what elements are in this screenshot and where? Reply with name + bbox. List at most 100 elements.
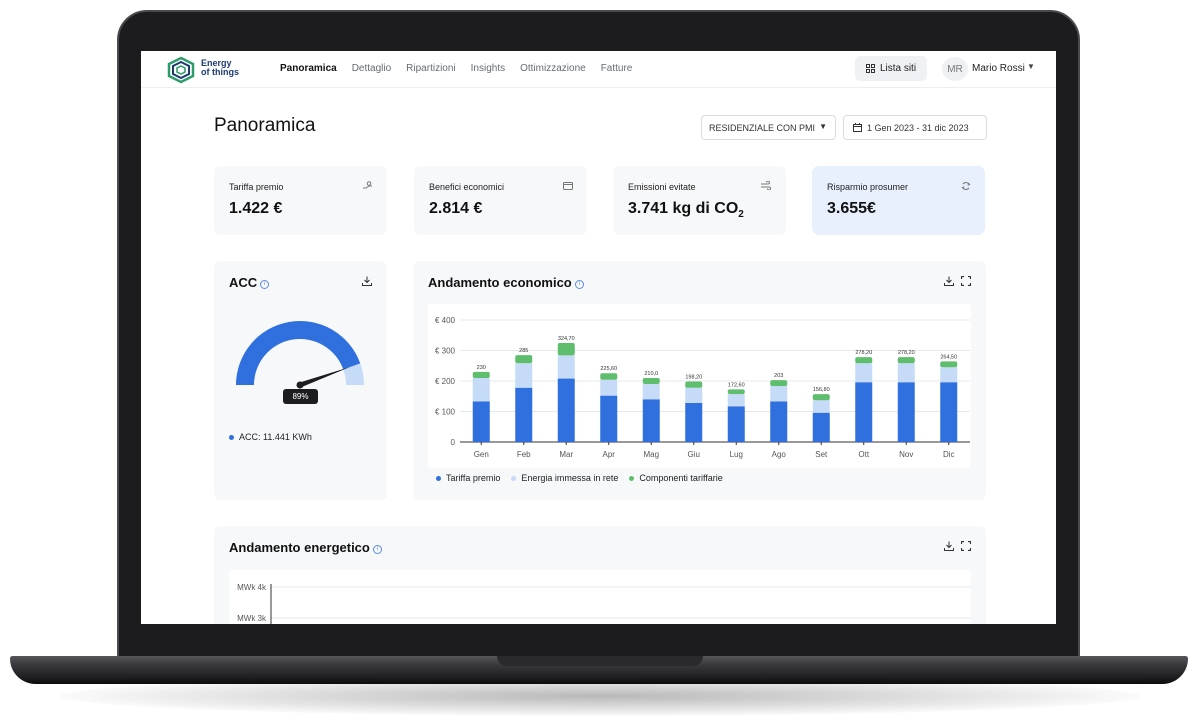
gauge-needle-hub — [296, 381, 304, 389]
bar-segment-energia-immessa[interactable] — [940, 367, 958, 383]
date-range-picker[interactable]: 1 Gen 2023 - 31 dic 2023 — [843, 115, 987, 140]
bar-segment-energia-immessa[interactable] — [812, 400, 830, 413]
bar-segment-componenti-tariffarie[interactable] — [855, 357, 873, 364]
nav-link-ottimizzazione[interactable]: Ottimizzazione — [520, 63, 586, 74]
info-icon[interactable]: i — [372, 545, 382, 554]
bar-total-label: 324,70 — [558, 336, 575, 342]
economic-card: Andamento economico i € 400 € 300 € 200 € 10… — [413, 261, 986, 500]
bar-segment-tariffa-premio[interactable] — [685, 402, 703, 442]
bar-segment-tariffa-premio[interactable] — [727, 406, 745, 442]
bar-segment-componenti-tariffarie[interactable] — [515, 355, 533, 364]
nav-link-dettaglio[interactable]: Dettaglio — [351, 63, 392, 74]
kpi-value: 3.741 kg di CO2 — [628, 200, 744, 220]
x-tick-label: Feb — [517, 450, 531, 459]
hexagon-logo-icon — [167, 56, 195, 84]
kpi-label: Emissioni evitate — [628, 182, 696, 192]
bar-segment-componenti-tariffarie[interactable] — [727, 389, 745, 395]
bar-segment-tariffa-premio[interactable] — [515, 387, 533, 442]
expand-icon[interactable] — [960, 540, 972, 554]
legend-dot — [436, 475, 441, 481]
x-tick-label: Lug — [730, 450, 743, 459]
nav-link-insights[interactable]: Insights — [470, 63, 506, 74]
x-tick-label: Mar — [559, 450, 573, 459]
nav-link-panoramica[interactable]: Panoramica — [280, 63, 337, 74]
card-title: Andamento economico i — [428, 275, 584, 290]
download-icon[interactable] — [944, 276, 954, 289]
bar-total-label: 278,20 — [855, 350, 872, 356]
bar-segment-energia-immessa[interactable] — [727, 394, 745, 407]
gauge-track — [343, 363, 364, 385]
legend-label: Componenti tariffarie — [639, 473, 723, 483]
acc-legend-label: ACC: 11.441 KWh — [239, 432, 312, 442]
energy-title: Andamento energetico — [229, 540, 370, 555]
brand-logo[interactable]: Energy of things — [165, 56, 245, 84]
bar-segment-energia-immessa[interactable] — [685, 387, 703, 403]
card-title: ACC i — [229, 275, 270, 290]
kpi-value: 3.655€ — [827, 200, 876, 217]
bar-segment-energia-immessa[interactable] — [855, 363, 873, 383]
bar-segment-energia-immessa[interactable] — [472, 377, 490, 402]
kpi-value: 2.814 € — [429, 200, 483, 217]
x-tick-label: Ago — [772, 450, 787, 459]
bar-segment-energia-immessa[interactable] — [600, 379, 618, 396]
bar-total-label: 225,60 — [600, 366, 617, 372]
bar-segment-componenti-tariffarie[interactable] — [600, 373, 618, 380]
bar-segment-tariffa-premio[interactable] — [600, 395, 618, 442]
y-tick-label: 0 — [451, 438, 456, 447]
y-tick-label: € 300 — [435, 347, 456, 356]
chevron-down-icon[interactable]: ▼ — [1027, 62, 1035, 71]
legend-item-energia-immessa[interactable]: Energia immessa in rete — [511, 473, 618, 483]
bar-segment-componenti-tariffarie[interactable] — [897, 357, 915, 364]
info-icon[interactable]: i — [260, 280, 270, 289]
expand-icon[interactable] — [960, 275, 972, 289]
x-tick-label: Dic — [943, 450, 955, 459]
download-icon[interactable] — [944, 541, 954, 554]
brand-name: Energy of things — [201, 59, 239, 77]
bar-segment-tariffa-premio[interactable] — [855, 382, 873, 442]
kpi-label: Risparmio prosumer — [827, 182, 909, 192]
legend-item-componenti-tariffarie[interactable]: Componenti tariffarie — [629, 473, 723, 483]
bar-segment-tariffa-premio[interactable] — [897, 382, 915, 442]
page-title: Panoramica — [214, 115, 316, 136]
kpi-label: Benefici economici — [429, 182, 505, 192]
user-name[interactable]: Mario Rossi — [972, 63, 1025, 74]
wind-icon — [761, 180, 772, 192]
bar-segment-componenti-tariffarie[interactable] — [940, 361, 958, 368]
bar-segment-tariffa-premio[interactable] — [940, 382, 958, 442]
card-title: Andamento energetico i — [229, 540, 382, 555]
bar-segment-componenti-tariffarie[interactable] — [557, 342, 575, 356]
nav-links: Panoramica Dettaglio Ripartizioni Insigh… — [280, 63, 647, 74]
bar-segment-tariffa-premio[interactable] — [770, 401, 788, 442]
bar-segment-energia-immessa[interactable] — [897, 363, 915, 383]
bar-segment-componenti-tariffarie[interactable] — [685, 381, 703, 388]
bar-segment-tariffa-premio[interactable] — [472, 401, 490, 442]
bar-segment-componenti-tariffarie[interactable] — [770, 380, 788, 387]
bar-segment-tariffa-premio[interactable] — [812, 412, 830, 442]
segment-select[interactable]: RESIDENZIALE CON PMI ▼ — [701, 115, 836, 140]
economic-legend: Tariffa premio Energia immessa in rete C… — [436, 473, 723, 483]
bar-segment-energia-immessa[interactable] — [642, 384, 660, 400]
bar-segment-energia-immessa[interactable] — [515, 363, 533, 388]
sites-list-label: Lista siti — [879, 63, 917, 74]
economic-bar-chart: € 400 € 300 € 200 € 100 0 230 Gen 285 Feb 324,70 M… — [435, 316, 970, 459]
bar-segment-energia-immessa[interactable] — [557, 355, 575, 379]
bar-segment-componenti-tariffarie[interactable] — [472, 371, 490, 378]
bar-segment-tariffa-premio[interactable] — [642, 399, 660, 442]
y-tick-label: € 100 — [435, 408, 456, 417]
bar-segment-componenti-tariffarie[interactable] — [812, 394, 830, 401]
wallet-icon — [563, 181, 573, 192]
bar-segment-componenti-tariffarie[interactable] — [642, 377, 660, 385]
nav-link-ripartizioni[interactable]: Ripartizioni — [406, 63, 456, 74]
sites-list-button[interactable]: Lista siti — [855, 56, 927, 81]
bar-segment-energia-immessa[interactable] — [770, 386, 788, 402]
energy-chart-area: MWk 4k MWk 3k — [229, 570, 971, 624]
nav-link-fatture[interactable]: Fatture — [600, 63, 633, 74]
info-icon[interactable]: i — [574, 280, 584, 289]
x-tick-label: Mag — [643, 450, 659, 459]
avatar[interactable]: MR — [942, 57, 968, 81]
download-icon[interactable] — [362, 276, 372, 289]
kpi-card-risparmio-prosumer: Risparmio prosumer 3.655€ — [812, 166, 985, 235]
legend-dot — [511, 475, 517, 481]
bar-segment-tariffa-premio[interactable] — [557, 378, 575, 442]
legend-item-tariffa-premio[interactable]: Tariffa premio — [436, 473, 500, 483]
